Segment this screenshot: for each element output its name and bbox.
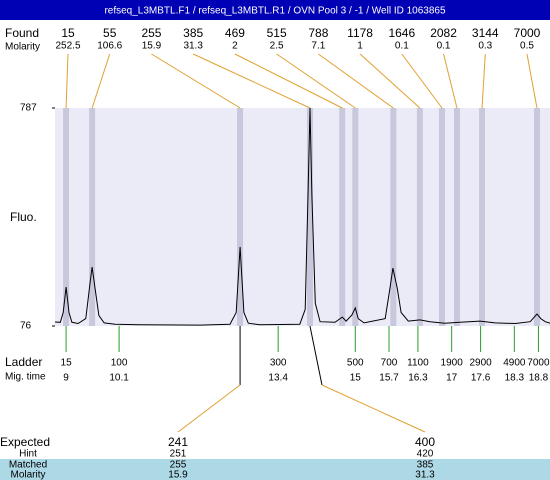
found-molarity: 106.6 bbox=[97, 41, 122, 52]
trace bbox=[54, 107, 550, 326]
found-molarity: 15.9 bbox=[142, 41, 162, 52]
peak-band bbox=[390, 108, 397, 326]
found-molarity: 2 bbox=[232, 41, 238, 52]
ladder-time: 15.7 bbox=[379, 373, 399, 384]
peak-band bbox=[416, 108, 423, 326]
found-label: Found bbox=[5, 26, 39, 40]
y-axis-label: Fluo. bbox=[10, 210, 37, 224]
ladder-size: 7000 bbox=[527, 358, 550, 369]
found-size: 1646 bbox=[388, 26, 415, 40]
matched-size: 255 bbox=[170, 460, 187, 471]
peak-band bbox=[89, 108, 96, 326]
ladder-time: 18.8 bbox=[529, 373, 549, 384]
found-size: 55 bbox=[103, 26, 117, 40]
ladder-time: 15 bbox=[350, 373, 362, 384]
peak-connector bbox=[318, 53, 394, 109]
peak-connector bbox=[91, 53, 111, 109]
ladder-time: 13.4 bbox=[268, 373, 288, 384]
molarity-label: Molarity bbox=[10, 470, 45, 480]
expected-label: Expected bbox=[0, 435, 50, 449]
found-size: 1178 bbox=[347, 26, 373, 40]
ladder-size: 100 bbox=[111, 358, 128, 369]
header-title: refseq_L3MBTL.F1 / refseq_L3MBTL.R1 / OV… bbox=[104, 6, 446, 17]
peak-connector bbox=[359, 53, 421, 109]
found-size: 2082 bbox=[430, 26, 457, 40]
found-size: 3144 bbox=[472, 26, 499, 40]
peak-connector bbox=[234, 53, 343, 109]
header-bar bbox=[0, 0, 550, 20]
ladder-size: 2900 bbox=[469, 358, 492, 369]
found-size: 788 bbox=[308, 26, 328, 40]
found-molarity: 0.1 bbox=[437, 41, 451, 52]
peak-band bbox=[479, 108, 486, 326]
ladder-time: 18.3 bbox=[505, 373, 525, 384]
y-tick-label: 787 bbox=[20, 103, 37, 114]
ladder-time: 9 bbox=[63, 373, 69, 384]
peak-connector bbox=[481, 53, 486, 109]
plot-area bbox=[55, 108, 550, 326]
found-size: 7000 bbox=[514, 26, 541, 40]
hint-size: 420 bbox=[417, 449, 434, 460]
matched-molarity: 15.9 bbox=[168, 470, 188, 480]
found-size: 15 bbox=[61, 26, 75, 40]
found-size: 255 bbox=[141, 26, 161, 40]
ladder-size: 1100 bbox=[407, 358, 429, 369]
matched-size: 385 bbox=[417, 460, 434, 471]
peak-connector bbox=[65, 53, 69, 109]
found-molarity: 2.5 bbox=[270, 41, 284, 52]
peak-connector bbox=[401, 53, 443, 109]
ladder-size: 500 bbox=[347, 358, 364, 369]
found-size: 469 bbox=[225, 26, 245, 40]
peak-connector bbox=[276, 53, 356, 109]
peak-band bbox=[352, 108, 359, 326]
matched-label: Matched bbox=[9, 460, 47, 471]
ladder-time: 10.1 bbox=[109, 373, 129, 384]
found-molarity: 0.5 bbox=[520, 41, 534, 52]
match-line bbox=[309, 325, 323, 386]
ladder-label: Ladder bbox=[5, 355, 42, 369]
ladder-time: 17 bbox=[446, 373, 458, 384]
peak-band bbox=[533, 108, 540, 326]
ladder-size: 15 bbox=[61, 358, 73, 369]
found-molarity: 0.3 bbox=[478, 41, 492, 52]
peak-band bbox=[453, 108, 460, 326]
match-connector bbox=[177, 384, 241, 433]
ladder-size: 700 bbox=[381, 358, 398, 369]
ladder-time: 17.6 bbox=[471, 373, 491, 384]
peak-band bbox=[339, 108, 346, 326]
peak-band bbox=[306, 108, 313, 326]
peak-connector bbox=[443, 53, 458, 109]
matched-band bbox=[0, 459, 550, 480]
ladder-size: 4900 bbox=[503, 358, 526, 369]
found-molarity: 7.1 bbox=[311, 41, 325, 52]
expected-size: 400 bbox=[415, 435, 435, 449]
peak-band bbox=[439, 108, 446, 326]
match-connector bbox=[321, 384, 426, 433]
ladder-size: 1900 bbox=[441, 358, 464, 369]
found-molarity-label: Molarity bbox=[5, 42, 40, 53]
ladder-time: 16.3 bbox=[408, 373, 428, 384]
found-molarity: 0.1 bbox=[395, 41, 409, 52]
peak-band bbox=[237, 108, 244, 326]
found-size: 385 bbox=[183, 26, 203, 40]
peak-connector bbox=[192, 53, 311, 109]
matched-molarity: 31.3 bbox=[415, 470, 435, 480]
found-molarity: 31.3 bbox=[183, 41, 203, 52]
expected-size: 241 bbox=[168, 435, 188, 449]
hint-size: 251 bbox=[170, 449, 187, 460]
found-molarity: 252.5 bbox=[55, 41, 80, 52]
ladder-time-label: Mig. time bbox=[5, 372, 46, 383]
peak-connector bbox=[151, 53, 241, 109]
ladder-size: 300 bbox=[270, 358, 287, 369]
peak-band bbox=[63, 108, 70, 326]
found-size: 515 bbox=[267, 26, 287, 40]
y-tick-label: 76 bbox=[20, 321, 32, 332]
hint-label: Hint bbox=[19, 449, 37, 460]
found-molarity: 1 bbox=[357, 41, 363, 52]
peak-connector bbox=[526, 53, 538, 109]
